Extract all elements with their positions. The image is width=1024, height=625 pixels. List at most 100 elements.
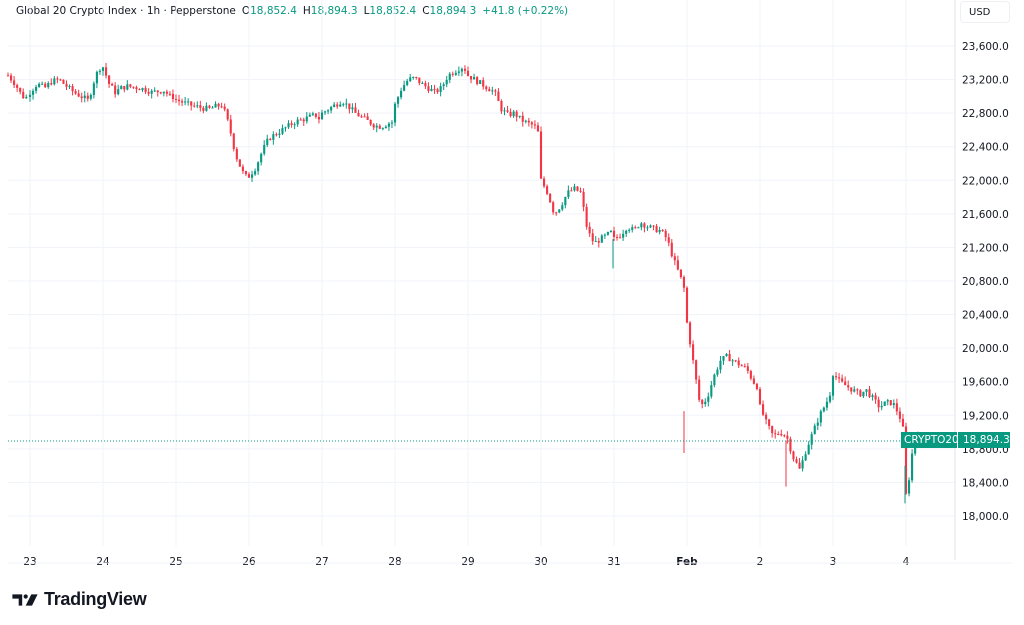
candle xyxy=(16,83,19,92)
candle xyxy=(345,98,348,109)
time-tick-label: 26 xyxy=(242,556,256,568)
candle xyxy=(117,84,120,96)
candle xyxy=(579,187,582,193)
candle xyxy=(147,88,150,97)
tradingview-brand[interactable]: TradingView xyxy=(12,589,147,610)
candle xyxy=(272,131,275,145)
candle xyxy=(682,275,686,293)
candle xyxy=(104,62,108,79)
time-axis[interactable]: 23 24 25 26 27 28 29 30 31 Feb 2 3 4 xyxy=(23,556,909,568)
candle xyxy=(892,399,895,409)
candle xyxy=(269,137,272,141)
candle xyxy=(357,109,360,117)
candle xyxy=(895,398,898,416)
candle xyxy=(801,456,804,472)
candle xyxy=(83,91,86,103)
candle xyxy=(360,114,363,118)
candle xyxy=(257,161,260,175)
candle xyxy=(317,111,321,124)
candle xyxy=(74,88,77,95)
candle xyxy=(728,349,731,362)
candle xyxy=(80,92,83,103)
candle xyxy=(588,222,591,237)
candle xyxy=(433,84,436,94)
price-tick-label: 20,000.0 xyxy=(962,343,1009,355)
candle xyxy=(126,80,129,91)
candle xyxy=(722,355,725,365)
candle xyxy=(47,81,50,89)
candle xyxy=(217,102,220,110)
candle xyxy=(652,225,655,231)
candle xyxy=(101,66,105,76)
candle xyxy=(205,102,208,112)
candle xyxy=(828,391,832,404)
change-value: +41.8 (+0.22%) xyxy=(482,5,569,17)
price-tick-label: 21,200.0 xyxy=(962,242,1009,254)
currency-selector[interactable]: USD xyxy=(960,1,1010,23)
candle xyxy=(752,375,755,385)
candle xyxy=(536,122,540,132)
candle xyxy=(174,94,178,104)
candle xyxy=(661,229,664,232)
candles xyxy=(6,62,920,504)
candle xyxy=(466,66,470,77)
time-tick-label: Feb xyxy=(676,556,698,568)
symbol-price-tag: CRYPTO20 xyxy=(901,432,959,448)
candle xyxy=(238,159,241,167)
candle xyxy=(214,101,217,108)
candle xyxy=(375,123,378,133)
candle xyxy=(500,99,503,114)
candle xyxy=(430,85,433,92)
candle xyxy=(71,83,74,96)
candle xyxy=(549,193,552,204)
price-axis[interactable]: 23,600.0 23,200.0 22,800.0 22,400.0 22,000.0… xyxy=(962,41,1009,523)
grid-lines xyxy=(8,0,955,546)
candle xyxy=(6,72,10,77)
candle xyxy=(780,429,783,437)
candle xyxy=(804,451,807,462)
candle xyxy=(403,80,406,92)
candle xyxy=(436,87,439,94)
candle xyxy=(698,375,701,402)
candle xyxy=(159,91,162,95)
candle xyxy=(619,233,622,239)
candle xyxy=(287,120,290,130)
candle xyxy=(44,82,47,88)
price-tick-label: 23,600.0 xyxy=(962,41,1009,53)
candle xyxy=(485,85,488,92)
candle xyxy=(880,401,883,411)
candle xyxy=(749,369,752,381)
candle xyxy=(911,449,914,483)
candle xyxy=(503,107,506,116)
candle xyxy=(9,73,13,84)
candle xyxy=(381,127,384,131)
candle xyxy=(825,397,828,411)
candle xyxy=(664,228,667,242)
candle xyxy=(336,102,339,109)
candle xyxy=(448,72,451,84)
candle xyxy=(713,373,716,388)
time-tick-label: 3 xyxy=(830,556,837,568)
candle xyxy=(208,104,211,109)
price-tick-label: 20,800.0 xyxy=(962,276,1009,288)
candle xyxy=(59,78,62,81)
brand-name: TradingView xyxy=(44,589,147,609)
candle xyxy=(667,233,670,247)
candle xyxy=(482,77,485,90)
candle xyxy=(670,239,673,258)
candle xyxy=(509,108,512,118)
candle xyxy=(190,101,193,111)
candle xyxy=(38,82,41,88)
candle xyxy=(631,224,634,233)
low-value: 18,852.4 xyxy=(369,5,417,17)
candle xyxy=(552,200,555,215)
candle xyxy=(424,80,427,90)
candle xyxy=(634,225,637,229)
candle xyxy=(235,146,238,162)
candle xyxy=(889,400,892,406)
time-tick-label: 29 xyxy=(461,556,474,568)
candle xyxy=(135,85,138,94)
candle xyxy=(907,477,911,497)
candle xyxy=(612,226,616,242)
